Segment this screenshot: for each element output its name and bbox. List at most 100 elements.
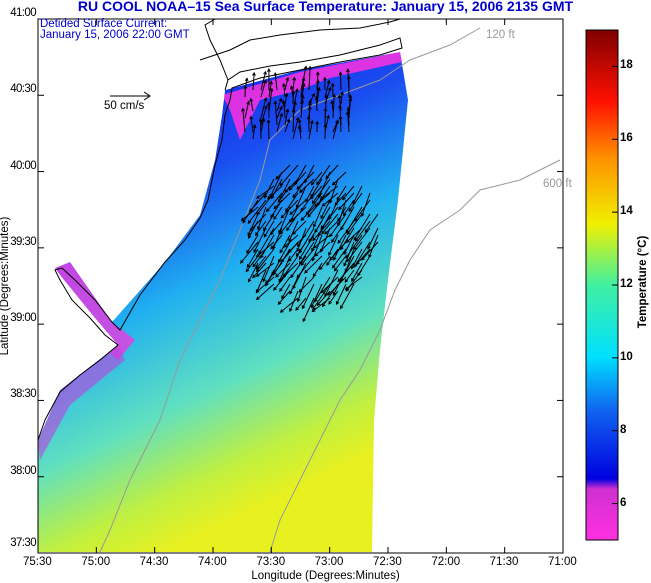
x-tick-label: 72:00 — [431, 556, 461, 568]
current-vector-arrow — [288, 171, 307, 191]
current-vector-arrow — [255, 283, 275, 301]
current-vector-arrow — [304, 255, 323, 274]
current-vector-arrow — [345, 227, 363, 243]
current-vector-arrow — [305, 185, 315, 203]
current-vector-arrow — [295, 297, 307, 311]
current-vector-arrow — [321, 213, 339, 235]
current-vector-arrow — [295, 241, 307, 257]
current-vector-arrow — [255, 276, 275, 293]
current-vector-arrow — [260, 79, 267, 98]
current-vector-arrow — [241, 107, 246, 133]
current-vector-arrow — [330, 99, 335, 112]
current-vector-arrow — [249, 97, 254, 112]
current-vector-arrow — [351, 248, 363, 270]
colorbar-tick-label: 12 — [620, 278, 633, 290]
sst-swath — [38, 52, 408, 552]
current-vector-arrow — [337, 220, 355, 244]
current-vector-arrow — [275, 262, 291, 278]
current-vector-arrow — [346, 241, 363, 263]
y-tick-label: 37:30 — [10, 537, 36, 549]
current-vector-arrow — [300, 76, 306, 98]
current-vector-arrow — [266, 101, 271, 119]
current-vector-arrow — [260, 70, 267, 91]
colorbar-tick-label: 8 — [620, 423, 627, 436]
current-vector-arrow — [292, 116, 300, 140]
current-vector-arrow — [302, 297, 315, 323]
current-vector-arrow — [310, 283, 323, 309]
current-vector-arrow — [276, 112, 284, 133]
current-vector-arrow — [245, 255, 259, 273]
vector-scale-arrow — [110, 91, 151, 101]
current-vector-arrow — [282, 82, 286, 98]
colorbar-tick-label: 14 — [620, 205, 633, 218]
coastline — [37, 37, 403, 441]
current-vector-arrow — [355, 248, 371, 266]
vector-scale-label: 50 cm/s — [104, 100, 145, 112]
current-vector-arrow — [289, 85, 294, 98]
current-vector-arrow — [299, 178, 315, 194]
colorbar-tick-label: 10 — [620, 350, 633, 363]
current-vector-arrow — [344, 269, 355, 283]
current-vector-arrow — [255, 262, 275, 277]
current-vector-arrow — [277, 185, 291, 204]
land — [38, 19, 400, 440]
current-vector-arrow — [307, 199, 323, 218]
current-vector-arrow — [284, 108, 290, 126]
current-vector-arrow — [266, 119, 271, 140]
y-axis-label: Latitude (Degrees:Minutes) — [0, 216, 11, 356]
current-vector-arrow — [244, 100, 250, 119]
current-vector-arrow — [316, 86, 321, 105]
delaware-bay-cold-water — [55, 262, 135, 360]
current-vector-arrow — [252, 262, 267, 279]
current-vector-arrow — [326, 248, 339, 266]
current-vector-arrow — [290, 255, 307, 279]
current-vector-arrow — [247, 199, 267, 225]
current-vector-arrow — [254, 220, 267, 237]
current-vector-arrow — [338, 192, 355, 211]
x-tick-label: 73:30 — [256, 556, 286, 568]
x-tick-label: 71:00 — [548, 556, 577, 568]
current-vector-arrow — [291, 89, 296, 105]
y-tick-label: 39:00 — [10, 312, 36, 325]
current-vector-arrow — [260, 105, 268, 126]
current-vector-arrow — [330, 82, 335, 98]
map-title: RU COOL NOAA–15 Sea Surface Temperature:… — [77, 0, 574, 14]
current-vector-arrow — [258, 117, 263, 140]
current-vector-arrow — [270, 234, 283, 250]
current-vector-arrow — [248, 220, 259, 239]
current-vector-arrow — [312, 234, 331, 249]
current-vector-arrow — [292, 220, 307, 235]
current-vector-arrow — [275, 164, 291, 180]
current-vector-arrow — [263, 220, 275, 238]
current-vector-arrow — [338, 115, 343, 133]
current-vector-arrow — [300, 248, 315, 266]
current-vector-arrow — [273, 206, 283, 221]
current-vector-arrow — [314, 95, 319, 112]
current-vector-arrow — [295, 185, 307, 209]
current-vector-arrow — [367, 227, 379, 250]
plot-frame — [37, 18, 564, 554]
current-vector-arrow — [335, 283, 347, 306]
y-tick-label: 39:30 — [10, 235, 36, 248]
current-vector-arrow — [311, 297, 331, 313]
current-vector-arrow — [282, 102, 287, 119]
current-vector-arrow — [354, 220, 371, 242]
current-vector-arrow — [342, 185, 355, 201]
current-vector-arrow — [273, 71, 278, 91]
current-vector-arrow — [246, 234, 259, 254]
current-vector-arrow — [331, 248, 347, 269]
current-vector-arrow — [316, 290, 331, 306]
current-vector-arrow — [255, 255, 267, 270]
isobath-label-600ft: 600 ft — [543, 178, 572, 190]
current-vector-arrow — [256, 185, 275, 199]
current-vector-arrow — [319, 227, 331, 253]
current-vector-arrow — [332, 269, 347, 296]
current-vector-arrow — [273, 192, 291, 210]
current-vector-arrow — [285, 192, 299, 213]
chesapeake-cold-water — [38, 345, 125, 460]
current-vector-arrow — [346, 106, 351, 126]
y-tick-label: 41:00 — [10, 7, 36, 19]
current-vector-arrow — [252, 71, 256, 91]
current-vector-arrow — [343, 241, 355, 267]
